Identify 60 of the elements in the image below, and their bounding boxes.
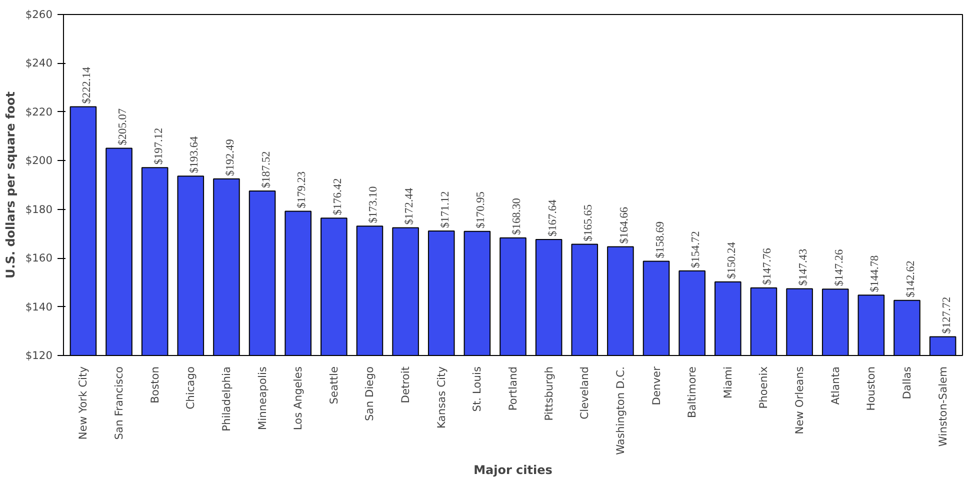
- x-tick-label: Seattle: [327, 366, 340, 404]
- y-tick-label: $140: [25, 300, 53, 314]
- x-tick-label: Cleveland: [578, 366, 592, 420]
- x-tick-label: Houston: [864, 366, 878, 411]
- x-tick-label: San Diego: [363, 366, 376, 421]
- data-label: $167.64: [546, 199, 559, 236]
- x-tick-label: Portland: [506, 366, 520, 411]
- x-tick-label: Chicago: [184, 366, 198, 410]
- data-label: $144.78: [869, 254, 882, 292]
- x-tick-label: Minneapolis: [256, 366, 269, 430]
- x-tick-label: Miami: [721, 366, 734, 399]
- y-tick-label: $260: [25, 8, 53, 21]
- x-tick-label: Philadelphia: [220, 366, 233, 432]
- y-tick-label: $120: [25, 349, 53, 362]
- data-label: $147.26: [833, 248, 846, 286]
- data-label: $127.72: [940, 296, 953, 334]
- data-label: $170.95: [475, 191, 488, 228]
- data-label: $192.49: [224, 138, 236, 176]
- y-tick-label: $200: [25, 154, 53, 168]
- x-axis-title: Major cities: [474, 462, 552, 477]
- y-tick-label: $160: [25, 252, 53, 265]
- x-tick-label: Washington D.C.: [614, 366, 627, 455]
- x-tick-label: Winston-Salem: [936, 366, 950, 447]
- x-tick-label: New York City: [76, 366, 90, 440]
- data-label: $164.66: [618, 206, 630, 244]
- x-tick-label: Pittsburgh: [542, 366, 556, 421]
- x-tick-label: San Francisco: [112, 366, 126, 440]
- x-tick-label: Denver: [650, 366, 663, 406]
- x-tick-label: St. Louis: [470, 366, 484, 412]
- data-label: $147.76: [762, 248, 774, 285]
- data-label: $187.52: [260, 150, 272, 188]
- data-label: $171.12: [439, 190, 452, 228]
- data-label: $168.30: [511, 198, 523, 235]
- data-label: $150.24: [726, 242, 738, 279]
- x-tick-label: Atlanta: [828, 366, 842, 405]
- x-tick-label: Baltimore: [686, 366, 699, 418]
- x-tick-label: Los Angeles: [292, 366, 305, 430]
- data-label: $222.14: [81, 66, 94, 104]
- x-tick-label: New Orleans: [793, 366, 806, 434]
- y-tick-label: $220: [25, 105, 53, 118]
- x-tick-label: Phoenix: [757, 366, 770, 409]
- data-label: $147.43: [798, 248, 810, 286]
- data-label: $179.23: [296, 171, 308, 208]
- y-tick-label: $180: [25, 202, 53, 216]
- x-tick-label: Boston: [148, 366, 162, 404]
- data-label: $158.69: [654, 221, 666, 258]
- data-label: $172.44: [404, 188, 416, 225]
- data-label: $173.10: [368, 186, 380, 224]
- data-label: $193.64: [188, 136, 201, 174]
- data-label: $205.07: [117, 108, 130, 146]
- data-label: $165.65: [582, 204, 595, 242]
- data-label: $197.12: [152, 128, 165, 165]
- x-tick-label: Dallas: [900, 366, 914, 400]
- x-tick-label: Detroit: [399, 366, 412, 404]
- x-tick-label: Kansas City: [434, 366, 448, 428]
- y-tick-label: $240: [25, 56, 53, 70]
- y-axis-title: U.S. dollars per square foot: [3, 91, 18, 278]
- data-label: $142.62: [904, 260, 917, 298]
- data-label: $176.42: [332, 178, 344, 216]
- data-label: $154.72: [690, 230, 702, 268]
